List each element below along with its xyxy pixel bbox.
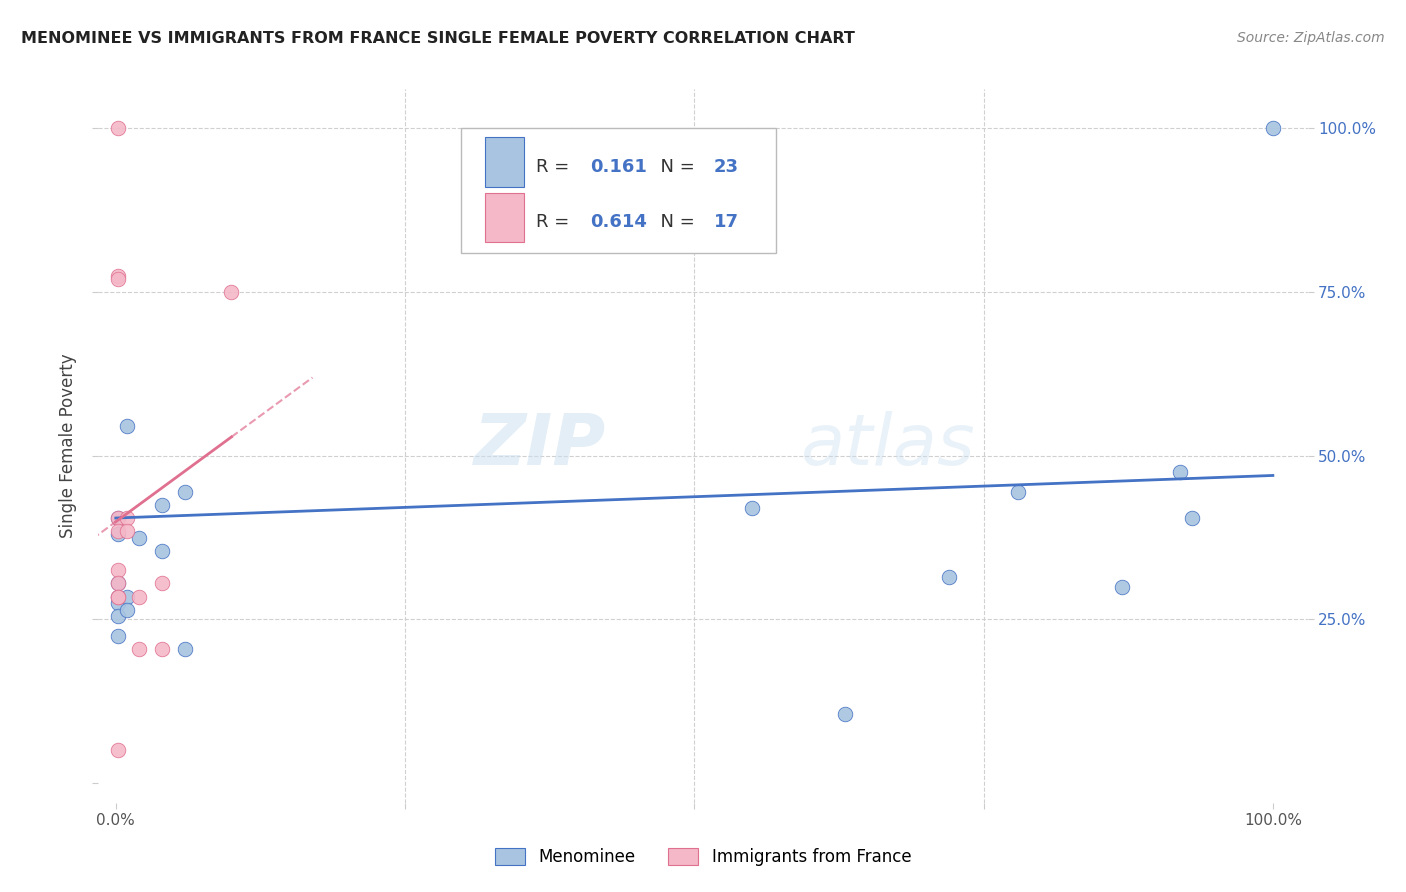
Point bbox=[117, 511, 139, 525]
Text: R =: R = bbox=[536, 158, 575, 176]
Point bbox=[150, 543, 173, 558]
Point bbox=[1111, 580, 1133, 594]
Point bbox=[107, 596, 129, 610]
Point bbox=[107, 272, 129, 286]
Point bbox=[221, 285, 243, 300]
Point bbox=[150, 498, 173, 512]
Point bbox=[107, 609, 129, 624]
Point bbox=[128, 642, 150, 657]
Point bbox=[107, 563, 129, 577]
FancyBboxPatch shape bbox=[485, 193, 524, 242]
Point bbox=[128, 590, 150, 604]
Text: 0.614: 0.614 bbox=[591, 213, 647, 231]
Point bbox=[150, 642, 173, 657]
FancyBboxPatch shape bbox=[485, 137, 524, 186]
Point bbox=[107, 743, 129, 757]
Text: 0.161: 0.161 bbox=[591, 158, 647, 176]
Point bbox=[128, 531, 150, 545]
Point bbox=[107, 590, 129, 604]
Point bbox=[150, 576, 173, 591]
Point bbox=[174, 642, 197, 657]
Point bbox=[107, 629, 129, 643]
Point bbox=[107, 590, 129, 604]
Point bbox=[107, 590, 129, 604]
Text: N =: N = bbox=[648, 158, 700, 176]
Point bbox=[174, 484, 197, 499]
Point bbox=[938, 570, 960, 584]
Y-axis label: Single Female Poverty: Single Female Poverty bbox=[59, 354, 77, 538]
Text: ZIP: ZIP bbox=[474, 411, 606, 481]
Text: Source: ZipAtlas.com: Source: ZipAtlas.com bbox=[1237, 31, 1385, 45]
Point bbox=[1168, 465, 1191, 479]
Point bbox=[107, 268, 129, 283]
Point bbox=[834, 707, 856, 722]
Point bbox=[741, 501, 763, 516]
Legend: Menominee, Immigrants from France: Menominee, Immigrants from France bbox=[488, 841, 918, 873]
Point bbox=[117, 590, 139, 604]
Point bbox=[107, 511, 129, 525]
Text: MENOMINEE VS IMMIGRANTS FROM FRANCE SINGLE FEMALE POVERTY CORRELATION CHART: MENOMINEE VS IMMIGRANTS FROM FRANCE SING… bbox=[21, 31, 855, 46]
FancyBboxPatch shape bbox=[461, 128, 776, 253]
Point bbox=[1007, 484, 1029, 499]
Point bbox=[1181, 511, 1204, 525]
Point bbox=[107, 511, 129, 525]
Point bbox=[107, 576, 129, 591]
Point bbox=[117, 602, 139, 616]
Point bbox=[117, 419, 139, 434]
Point bbox=[1261, 121, 1284, 136]
Text: 23: 23 bbox=[714, 158, 740, 176]
Point bbox=[107, 576, 129, 591]
Text: R =: R = bbox=[536, 213, 575, 231]
Text: atlas: atlas bbox=[800, 411, 974, 481]
Point bbox=[117, 524, 139, 538]
Point bbox=[107, 524, 129, 538]
Point bbox=[107, 121, 129, 136]
Point bbox=[107, 527, 129, 541]
Text: N =: N = bbox=[648, 213, 700, 231]
Text: 17: 17 bbox=[714, 213, 740, 231]
